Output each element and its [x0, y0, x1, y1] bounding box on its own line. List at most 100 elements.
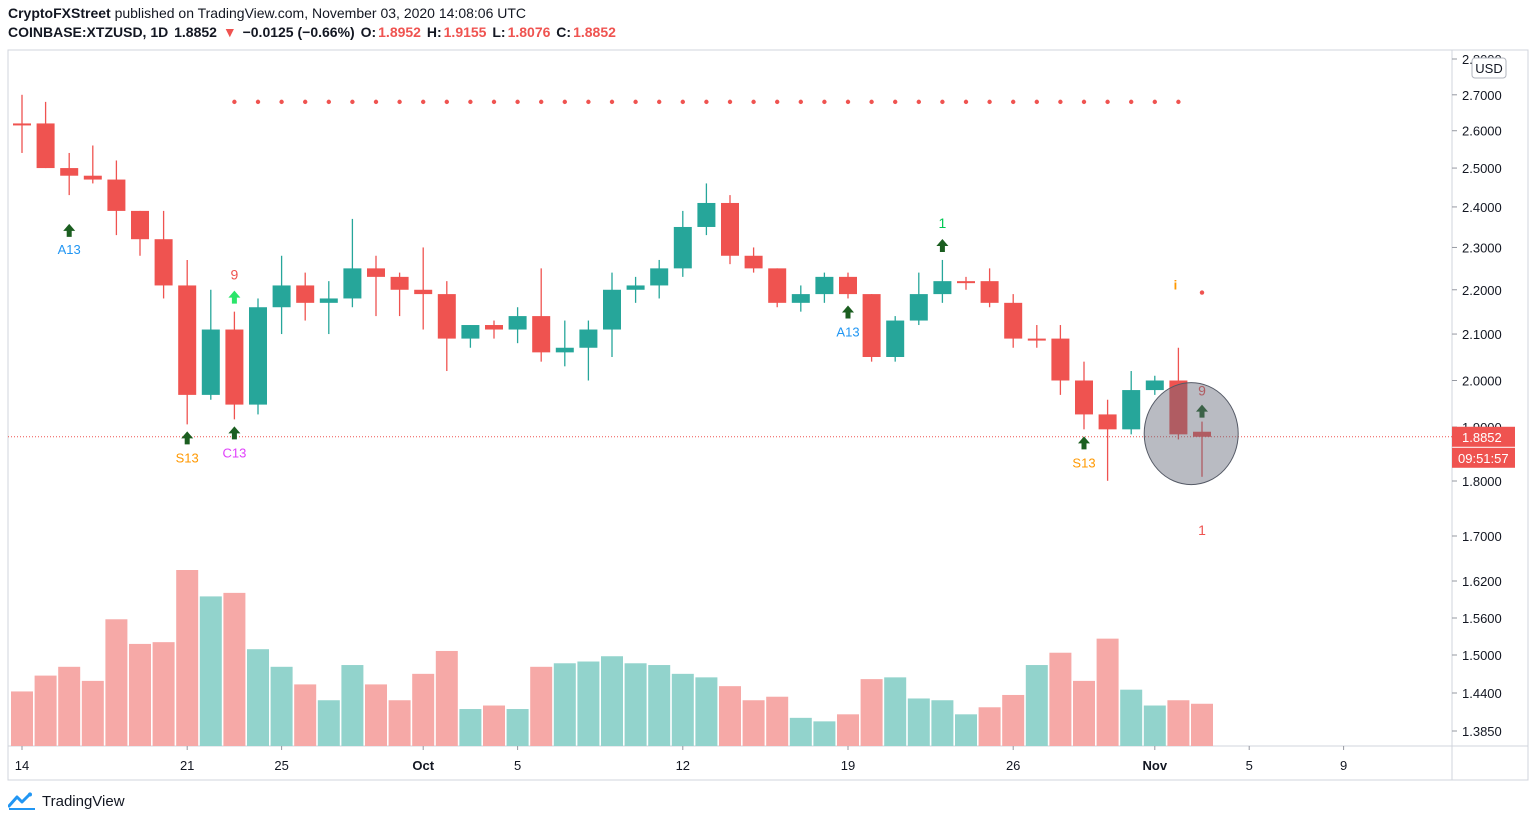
time-tick-label: Nov — [1143, 758, 1168, 773]
volume-bar — [789, 717, 812, 746]
price-tick-label: 2.4000 — [1462, 200, 1502, 215]
volume-bar — [223, 592, 246, 746]
candle-body — [839, 276, 857, 295]
resistance-dot — [1011, 99, 1016, 105]
last-price-tag — [1452, 426, 1515, 447]
price-tick-label: 2.1000 — [1462, 327, 1502, 342]
candle-body — [1122, 390, 1141, 430]
volume-bar — [837, 714, 859, 746]
time-tick-label: 21 — [180, 758, 194, 773]
candle-body — [697, 202, 716, 227]
resistance-dot — [515, 99, 520, 105]
resistance-dot — [1199, 290, 1205, 295]
candle-body — [532, 316, 551, 353]
publisher-name[interactable]: CryptoFXStreet — [8, 5, 111, 21]
volume-bar — [459, 709, 482, 746]
tradingview-logo-icon — [8, 792, 35, 810]
volume-bar — [341, 665, 364, 746]
resistance-dot — [1081, 99, 1087, 105]
price-tick-label: 2.0000 — [1462, 374, 1502, 389]
resistance-dot — [491, 99, 497, 105]
buy-arrow-icon — [842, 305, 854, 319]
price-tick-label: 2.5000 — [1462, 161, 1502, 176]
time-tick-label: 26 — [1006, 758, 1020, 773]
resistance-dot — [680, 99, 685, 105]
candle-body — [555, 347, 574, 353]
resistance-dot — [609, 99, 615, 105]
candle-body — [83, 175, 102, 180]
candle-body — [508, 316, 527, 330]
symbol-name[interactable]: COINBASE:XTZUSD, 1D — [8, 24, 169, 40]
volume-bar — [81, 680, 104, 746]
buy-arrow-icon — [228, 426, 241, 440]
volume-bar — [907, 698, 930, 746]
time-tick-label: Oct — [412, 758, 434, 773]
time-tick-label: 9 — [1340, 758, 1347, 773]
resistance-dot — [255, 99, 261, 105]
volume-bar — [719, 686, 741, 746]
candle-body — [626, 285, 645, 290]
volume-bar — [931, 700, 954, 746]
resistance-dot — [798, 99, 803, 105]
volume-bar — [176, 570, 199, 746]
candle-body — [957, 281, 975, 284]
volume-bar — [742, 700, 765, 746]
candle-body — [768, 268, 787, 303]
volume-bar — [1191, 703, 1213, 746]
volume-bar — [412, 673, 435, 746]
resistance-dot — [963, 99, 969, 105]
candle-body — [721, 202, 739, 256]
volume-bar — [577, 661, 600, 746]
tradingview-footer[interactable]: TradingView — [8, 792, 125, 810]
resistance-dot — [1105, 99, 1110, 105]
resistance-dot — [421, 99, 426, 105]
resistance-dot — [751, 99, 756, 105]
candle-body — [249, 307, 267, 405]
highlight-circle — [1143, 382, 1239, 486]
candle-body — [886, 320, 905, 357]
candle-body — [1145, 380, 1164, 391]
volume-bar — [270, 666, 293, 746]
candle-body — [272, 285, 291, 308]
currency-label: USD — [1475, 61, 1502, 76]
resistance-dot — [586, 99, 591, 105]
buy-arrow-icon — [181, 431, 194, 445]
resistance-dot — [232, 99, 237, 105]
close-value: 1.8852 — [573, 24, 616, 40]
resistance-dot — [1058, 99, 1063, 105]
volume-bar — [129, 643, 151, 746]
candle-body — [296, 285, 315, 303]
volume-bar — [11, 691, 33, 746]
td-count-label: 9 — [1198, 383, 1206, 399]
time-tick-label: 25 — [274, 758, 288, 773]
resistance-dot — [1152, 99, 1158, 105]
high-value: 1.9155 — [443, 24, 487, 40]
candle-body — [319, 298, 338, 303]
price-tick-label: 1.8000 — [1462, 474, 1502, 489]
candle-body — [862, 294, 881, 357]
volume-bar — [766, 696, 789, 746]
td-setup-label: A13 — [58, 242, 81, 257]
resistance-dot — [940, 99, 945, 105]
volume-bar — [601, 656, 623, 746]
volume-bar — [813, 721, 836, 746]
candle-body — [343, 268, 362, 299]
price-tick-label: 1.7000 — [1462, 529, 1502, 544]
buy-arrow-icon — [1078, 436, 1090, 450]
tradingview-brand: TradingView — [42, 792, 125, 810]
volume-bar — [317, 700, 340, 746]
time-tick-label: 14 — [15, 758, 29, 773]
candle-body — [107, 179, 126, 211]
candle-body — [1027, 338, 1046, 341]
volume-bar — [1073, 680, 1095, 746]
volume-bar — [955, 714, 977, 746]
volume-bar — [199, 596, 222, 746]
resistance-dot — [727, 99, 733, 105]
resistance-dot — [1176, 99, 1181, 105]
candle-body — [603, 289, 621, 330]
candle-body — [178, 285, 197, 395]
volume-bar — [34, 675, 57, 746]
volume-bar — [1049, 652, 1072, 746]
resistance-dot — [444, 99, 449, 105]
